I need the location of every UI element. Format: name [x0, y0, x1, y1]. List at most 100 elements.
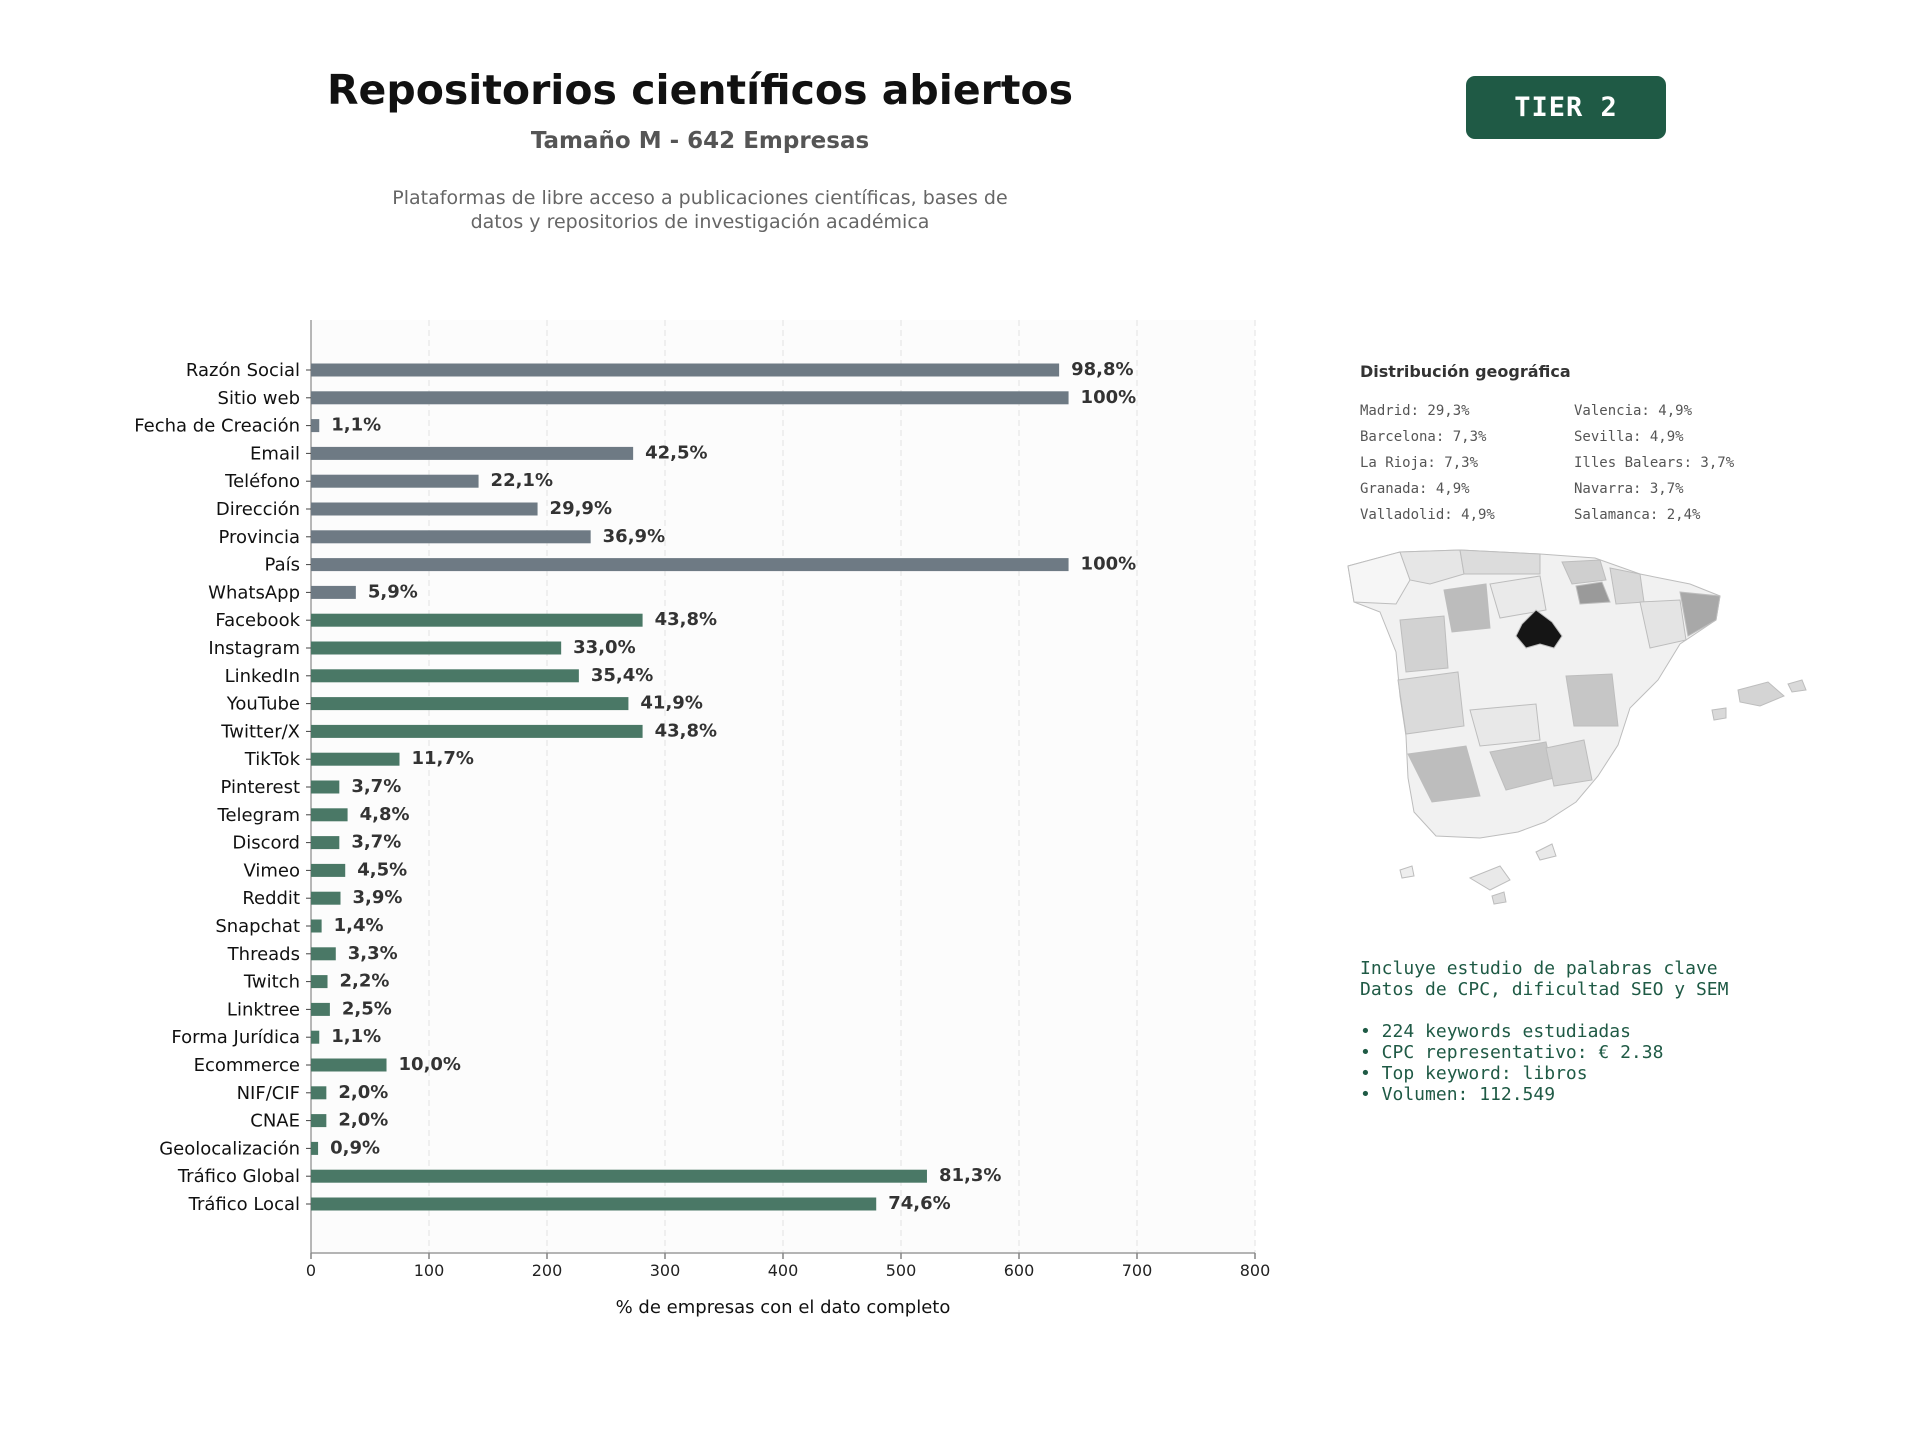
x-tick-label: 500	[886, 1261, 917, 1280]
data-label: 0,9%	[330, 1137, 380, 1158]
bar	[311, 1114, 327, 1128]
data-label: 3,7%	[351, 776, 401, 797]
bar	[311, 697, 629, 711]
data-label: 1,4%	[334, 915, 384, 936]
y-tick-label: Sitio web	[218, 388, 300, 409]
bar	[311, 641, 562, 655]
y-tick-label: LinkedIn	[225, 666, 300, 687]
bar	[311, 1086, 327, 1100]
bar	[311, 1141, 319, 1155]
y-tick-label: Snapchat	[215, 916, 300, 937]
data-label: 2,0%	[338, 1082, 388, 1103]
page-description: Plataformas de libre acceso a publicacio…	[340, 186, 1060, 234]
geo-list-right: Valencia: 4,9% Sevilla: 4,9% Illes Balea…	[1574, 398, 1734, 528]
data-label: 2,0%	[338, 1110, 388, 1131]
x-tick-label: 100	[414, 1261, 445, 1280]
geo-item: Valencia: 4,9%	[1574, 403, 1693, 419]
bar	[311, 1197, 877, 1211]
y-tick-label: Provincia	[218, 527, 300, 548]
bar	[311, 558, 1069, 572]
x-tick-label: 0	[306, 1261, 316, 1280]
map-region	[1545, 739, 1593, 787]
map-region	[1399, 865, 1415, 879]
y-tick-label: Twitter/X	[220, 721, 300, 742]
y-tick-label: Teléfono	[224, 471, 300, 492]
data-label: 43,8%	[655, 609, 717, 630]
bar	[311, 975, 328, 989]
bar	[311, 474, 479, 488]
x-tick-label: 300	[650, 1261, 681, 1280]
bar	[311, 613, 643, 627]
data-label: 1,1%	[331, 1026, 381, 1047]
map-region	[1491, 891, 1507, 905]
page-subtitle: Tamaño M - 642 Empresas	[530, 128, 870, 154]
y-tick-label: Linktree	[227, 999, 300, 1020]
seo-info: Incluye estudio de palabras clave Datos …	[1360, 958, 1728, 1105]
data-label: 43,8%	[655, 720, 717, 741]
map-region	[1515, 609, 1563, 649]
x-axis-label: % de empresas con el dato completo	[616, 1297, 951, 1318]
bar	[311, 1030, 320, 1044]
y-tick-label: Instagram	[208, 638, 300, 659]
bar	[311, 891, 341, 905]
y-tick-label: Tráfico Local	[188, 1194, 300, 1215]
seo-line-1: Incluye estudio de palabras clave	[1360, 958, 1718, 979]
y-tick-label: Pinterest	[220, 777, 300, 798]
y-tick-label: YouTube	[226, 694, 300, 715]
map-region	[1443, 583, 1491, 633]
map-region	[1535, 843, 1557, 861]
bar	[311, 502, 538, 516]
y-tick-label: CNAE	[250, 1111, 300, 1132]
y-tick-label: País	[265, 555, 300, 576]
bar	[311, 836, 340, 850]
bar	[311, 669, 579, 683]
y-tick-label: Dirección	[216, 499, 300, 520]
data-label: 100%	[1081, 387, 1137, 408]
y-tick-label: WhatsApp	[208, 582, 300, 603]
map-region	[1397, 671, 1465, 735]
data-label: 98,8%	[1071, 359, 1133, 380]
geo-distribution-title: Distribución geográfica	[1360, 362, 1571, 381]
y-tick-label: Discord	[232, 833, 300, 854]
data-label: 41,9%	[640, 693, 702, 714]
bar	[311, 391, 1069, 405]
data-label: 74,6%	[888, 1193, 950, 1214]
data-label: 22,1%	[491, 470, 553, 491]
y-tick-label: Ecommerce	[194, 1055, 300, 1076]
map-region	[1459, 549, 1541, 575]
bar	[311, 1169, 927, 1183]
y-tick-label: Facebook	[215, 610, 300, 631]
map-region	[1469, 703, 1541, 747]
bar	[311, 530, 591, 544]
seo-bullet: • Volumen: 112.549	[1360, 1084, 1556, 1105]
geo-item: Granada: 4,9%	[1360, 481, 1470, 497]
description-line-1: Plataformas de libre acceso a publicacio…	[392, 187, 1008, 209]
geo-item: Navarra: 3,7%	[1574, 481, 1684, 497]
map-region	[1737, 681, 1785, 707]
data-label: 2,5%	[342, 998, 392, 1019]
map-region	[1407, 745, 1481, 803]
y-tick-label: Email	[250, 443, 300, 464]
map-region	[1399, 549, 1465, 585]
y-tick-label: Threads	[227, 944, 300, 965]
map-region	[1787, 679, 1807, 693]
map-region	[1489, 575, 1547, 619]
map-region	[1561, 559, 1607, 585]
geo-item: La Rioja: 7,3%	[1360, 455, 1479, 471]
x-tick-label: 400	[768, 1261, 799, 1280]
bar	[311, 919, 322, 933]
y-tick-label: Forma Jurídica	[171, 1027, 300, 1048]
x-tick-label: 800	[1240, 1261, 1271, 1280]
y-tick-label: NIF/CIF	[237, 1083, 300, 1104]
y-tick-label: Tráfico Global	[177, 1166, 300, 1187]
bar	[311, 1002, 330, 1016]
y-tick-label: Vimeo	[243, 860, 300, 881]
geo-item: Barcelona: 7,3%	[1360, 429, 1487, 445]
bar	[311, 363, 1060, 377]
y-tick-label: Telegram	[217, 805, 300, 826]
seo-line-2: Datos de CPC, dificultad SEO y SEM	[1360, 979, 1729, 1000]
data-label: 3,3%	[348, 943, 398, 964]
seo-bullet: • Top keyword: libros	[1360, 1063, 1588, 1084]
description-line-2: datos y repositorios de investigación ac…	[470, 211, 930, 233]
geo-item: Illes Balears: 3,7%	[1574, 455, 1735, 471]
